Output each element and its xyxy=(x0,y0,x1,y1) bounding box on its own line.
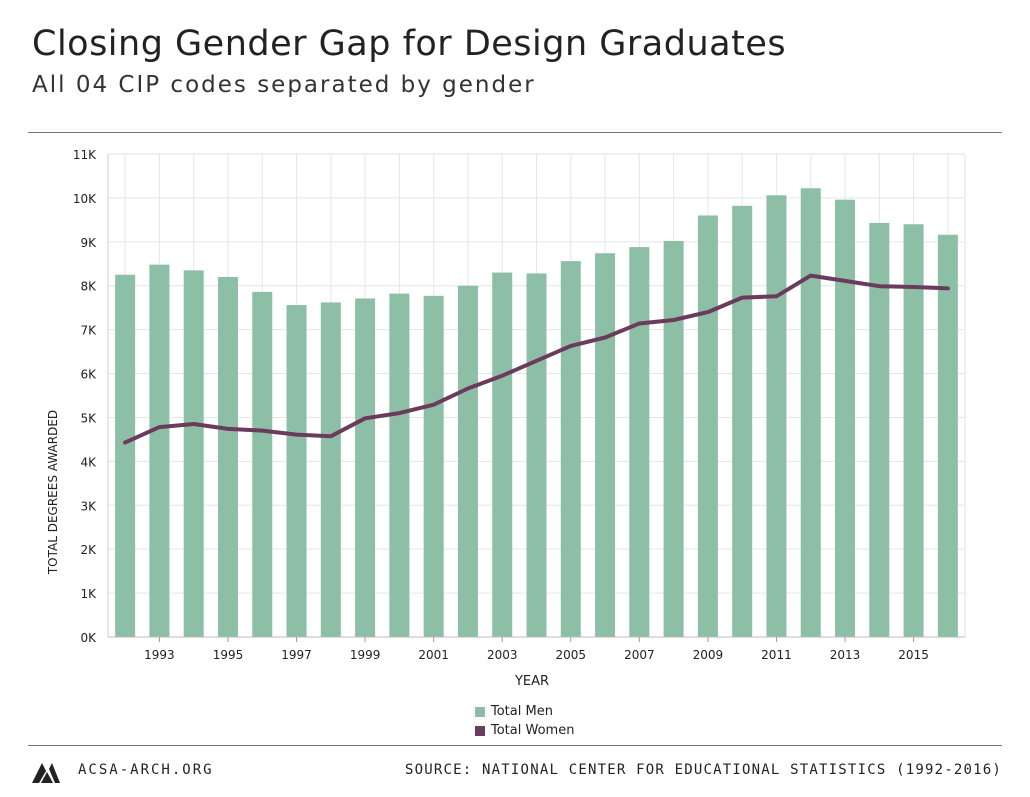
x-tick-label: 1999 xyxy=(350,648,381,662)
x-tick-label: 2015 xyxy=(898,648,929,662)
line-layer xyxy=(123,273,950,445)
y-tick-label: 4K xyxy=(80,455,97,469)
bar-total-men xyxy=(835,199,856,637)
bar-total-men xyxy=(697,215,718,637)
y-tick-label: 1K xyxy=(80,587,97,601)
bar-total-men xyxy=(937,234,958,637)
line-total-women xyxy=(123,273,950,445)
y-tick-label: 10K xyxy=(73,192,97,206)
bar-total-men xyxy=(560,261,581,637)
bar-total-men xyxy=(286,305,307,637)
y-tick-label: 3K xyxy=(80,499,97,513)
bar-total-men xyxy=(732,205,753,637)
x-tick-label: 2013 xyxy=(830,648,861,662)
x-tick-label: 2005 xyxy=(556,648,587,662)
bar-total-men xyxy=(663,240,684,637)
y-tick-label: 9K xyxy=(80,236,97,250)
bar-total-men xyxy=(149,264,170,637)
bar-total-men xyxy=(869,222,890,638)
footer-source: SOURCE: NATIONAL CENTER FOR EDUCATIONAL … xyxy=(405,762,1002,778)
x-tick-label: 2001 xyxy=(418,648,449,662)
bar-total-men xyxy=(526,273,547,637)
y-tick-label: 7K xyxy=(80,324,97,338)
y-tick-label: 2K xyxy=(80,543,97,557)
bottom-divider xyxy=(28,745,1002,746)
legend-swatch-women xyxy=(475,725,485,736)
legend-label-men: Total Men xyxy=(491,704,553,719)
bar-total-men xyxy=(457,285,478,637)
legend-item-men[interactable]: Total Men xyxy=(475,702,574,721)
x-tick-label: 2007 xyxy=(624,648,655,662)
bar-total-men xyxy=(252,291,273,637)
legend: Total Men Total Women xyxy=(475,702,574,740)
legend-label-women: Total Women xyxy=(491,723,575,738)
bar-total-men xyxy=(800,188,821,637)
chart-title: Closing Gender Gap for Design Graduates xyxy=(32,24,787,64)
y-tick-label: 5K xyxy=(80,411,97,425)
x-tick-label: 1993 xyxy=(144,648,175,662)
bar-total-men xyxy=(183,270,204,637)
footer-brand: ACSA-ARCH.ORG xyxy=(32,757,214,783)
y-tick-label: 0K xyxy=(80,631,97,645)
bar-total-men xyxy=(217,276,238,637)
acsa-logo-icon xyxy=(32,763,60,783)
bar-total-men xyxy=(903,224,924,637)
x-tick-label: 2003 xyxy=(487,648,518,662)
legend-swatch-men xyxy=(475,706,485,717)
x-axis-label: YEAR xyxy=(514,674,549,689)
legend-item-women[interactable]: Total Women xyxy=(475,721,574,740)
y-tick-label: 11K xyxy=(73,148,97,162)
bar-total-men xyxy=(595,253,616,637)
footer-site[interactable]: ACSA-ARCH.ORG xyxy=(78,762,214,778)
chart-subtitle: All 04 CIP codes separated by gender xyxy=(32,72,536,98)
bar-total-men xyxy=(320,302,341,637)
y-tick-label: 8K xyxy=(80,280,97,294)
x-tick-label: 2009 xyxy=(693,648,724,662)
top-divider xyxy=(28,132,1002,133)
bar-line-chart: 0K 1K 2K 3K 4K 5K 6K 7K 8K 9K 10K 11K 1993 1995 1997 19… xyxy=(46,148,966,689)
bar-total-men xyxy=(355,298,376,637)
bar-total-men xyxy=(629,247,650,637)
bar-total-men xyxy=(492,272,513,637)
x-tick-label: 1997 xyxy=(281,648,312,662)
bar-total-men xyxy=(389,293,410,637)
bars-layer xyxy=(115,188,958,638)
bar-total-men xyxy=(115,274,136,637)
x-tick-label: 1995 xyxy=(213,648,244,662)
bar-total-men xyxy=(766,195,787,637)
x-tick-label: 2011 xyxy=(761,648,792,662)
y-axis-label: TOTAL DEGREES AWARDED xyxy=(46,410,60,575)
bar-total-men xyxy=(423,295,444,637)
axis-layer: 0K 1K 2K 3K 4K 5K 6K 7K 8K 9K 10K 11K 1993 1995 1997 19… xyxy=(73,148,966,662)
y-tick-label: 6K xyxy=(80,368,97,382)
